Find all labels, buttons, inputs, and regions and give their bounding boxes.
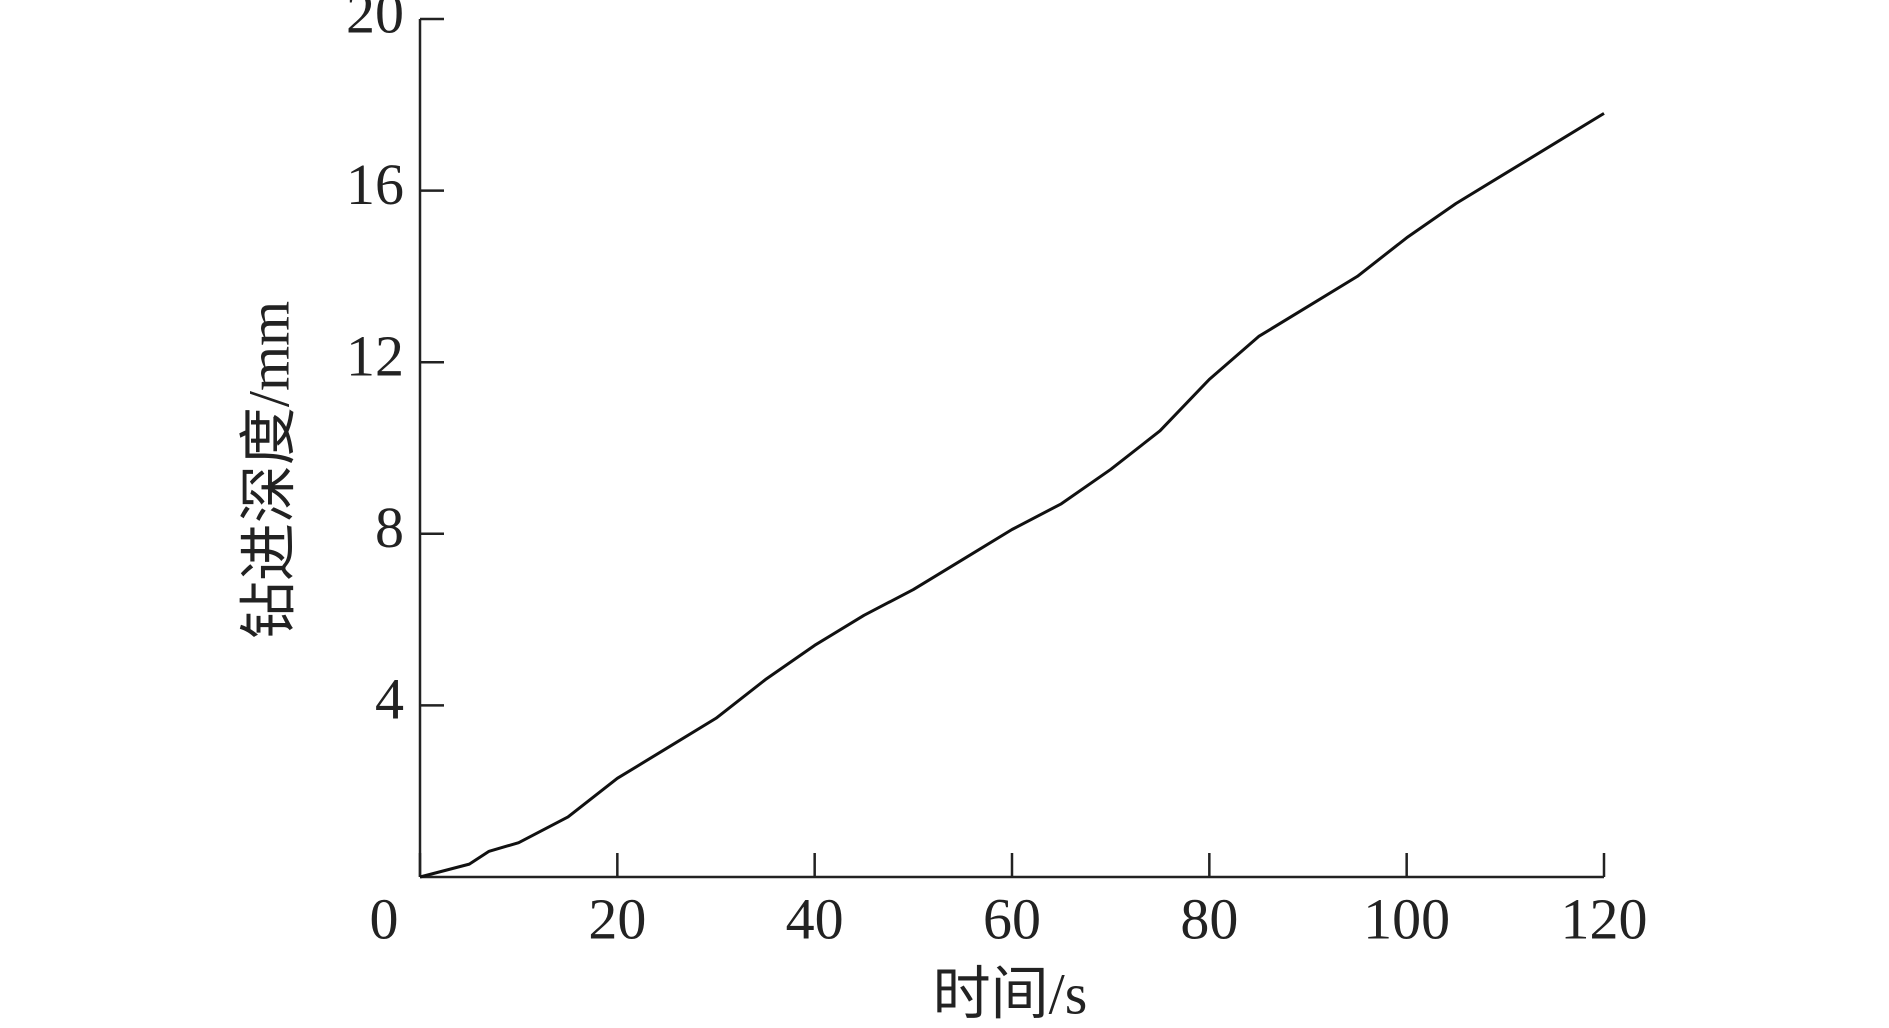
y-tick-label: 4 — [375, 667, 404, 732]
x-tick-label: 80 — [1180, 886, 1238, 951]
y-axis-label: 钻进深度/mm — [236, 301, 301, 639]
x-tick-label: 40 — [786, 886, 844, 951]
x-tick-label: 120 — [1561, 886, 1648, 951]
y-tick-label: 12 — [346, 324, 404, 389]
x-tick-label: 0 — [370, 886, 399, 951]
y-tick-label: 20 — [346, 0, 404, 45]
x-tick-label: 100 — [1363, 886, 1450, 951]
data-line — [419, 112, 1605, 879]
y-tick-label: 8 — [375, 495, 404, 560]
y-tick-label: 16 — [346, 152, 404, 217]
x-tick-label: 60 — [983, 886, 1041, 951]
x-axis-label: 时间/s — [933, 961, 1088, 1026]
x-tick-label: 20 — [588, 886, 646, 951]
